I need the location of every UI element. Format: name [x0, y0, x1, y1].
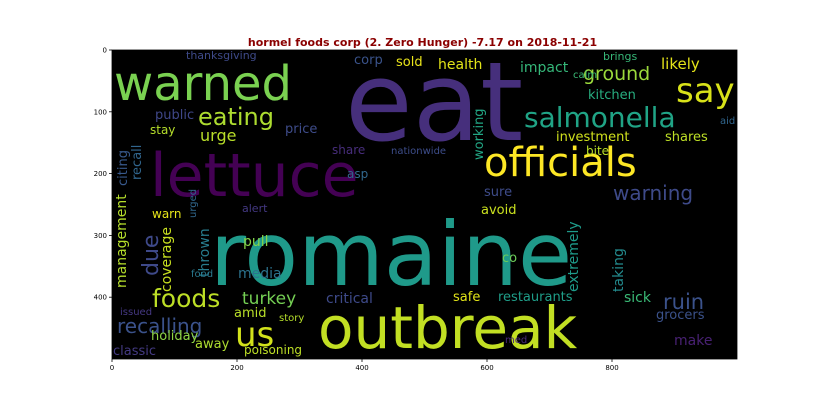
- y-axis: 0 100 200 300 400: [94, 47, 112, 302]
- word-working: working: [472, 108, 487, 160]
- x-tick-label: 0: [110, 364, 114, 372]
- word-safe: safe: [453, 290, 480, 305]
- word-away: away: [195, 337, 230, 352]
- y-tick-label: 0: [103, 47, 107, 55]
- word-price: price: [285, 122, 317, 137]
- word-due: due: [139, 235, 164, 276]
- word-ruin: ruin: [663, 290, 704, 314]
- figure-title: hormel foods corp (2. Zero Hunger) -7.17…: [248, 36, 597, 49]
- x-axis: 0 200 400 600 800: [110, 359, 619, 372]
- word-outbreak: outbreak: [318, 294, 578, 362]
- word-health: health: [438, 57, 482, 73]
- word-med: med: [505, 335, 527, 346]
- word-extremely: extremely: [566, 221, 582, 292]
- word-asp: asp: [347, 167, 368, 181]
- y-tick-label: 300: [94, 232, 107, 240]
- word-salmonella: salmonella: [524, 101, 676, 134]
- word-aid: aid: [720, 116, 735, 127]
- word-ground: ground: [583, 63, 650, 85]
- word-shares: shares: [665, 130, 708, 145]
- word-officials: officials: [484, 140, 637, 186]
- word-poisoning: poisoning: [244, 343, 302, 357]
- word-co: co: [502, 251, 517, 266]
- word-eating: eating: [198, 103, 274, 131]
- word-taking: taking: [611, 248, 627, 292]
- word-calm: calm: [573, 70, 597, 81]
- word-food: food: [191, 269, 213, 280]
- word-stay: stay: [150, 123, 175, 137]
- word-alert: alert: [242, 202, 268, 215]
- word-lettuce: lettuce: [150, 141, 359, 211]
- word-grocers: grocers: [656, 308, 705, 323]
- word-holiday: holiday: [151, 329, 199, 344]
- word-romaine: romaine: [210, 203, 572, 306]
- word-amid: amid: [234, 306, 267, 321]
- y-tick-label: 100: [94, 108, 107, 116]
- word-warning: warning: [613, 181, 693, 205]
- word-likely: likely: [661, 55, 700, 73]
- word-kitchen: kitchen: [588, 88, 636, 103]
- word-classic: classic: [113, 344, 156, 359]
- word-critical: critical: [326, 291, 373, 307]
- word-urge: urge: [200, 126, 236, 145]
- word-public: public: [155, 108, 194, 123]
- x-tick-label: 400: [355, 364, 368, 372]
- word-cloud-background: [112, 50, 737, 359]
- word-thrown: thrown: [197, 228, 213, 277]
- word-nationwide: nationwide: [391, 146, 446, 157]
- word-make: make: [674, 333, 712, 349]
- word-warned: warned: [114, 56, 292, 112]
- word-sick: sick: [624, 290, 652, 306]
- word-eat: eat: [345, 38, 523, 166]
- x-tick-label: 600: [480, 364, 493, 372]
- word-share: share: [332, 143, 365, 157]
- word-recall: recall: [130, 145, 145, 180]
- word-citing: citing: [116, 150, 131, 186]
- word-say: say: [676, 71, 735, 111]
- word-impact: impact: [520, 60, 569, 76]
- word-urged: urged: [188, 189, 199, 218]
- word-turkey: turkey: [242, 289, 296, 309]
- word-issued: issued: [120, 307, 152, 318]
- word-investment: investment: [556, 130, 629, 145]
- y-tick-label: 200: [94, 170, 107, 178]
- plot-frame: [111, 49, 738, 360]
- word-story: story: [279, 313, 304, 324]
- word-warn: warn: [152, 207, 182, 221]
- word-media: media: [238, 266, 282, 282]
- word-sold: sold: [396, 55, 423, 70]
- word-restaurants: restaurants: [498, 290, 573, 305]
- word-coverage: coverage: [159, 227, 175, 292]
- word-thanksgiving: thanksgiving: [186, 49, 257, 62]
- word-recalling: recalling: [117, 314, 202, 338]
- word-pull: pull: [243, 234, 269, 250]
- x-tick-label: 200: [230, 364, 243, 372]
- x-tick-label: 800: [605, 364, 618, 372]
- word-brings: brings: [603, 50, 638, 63]
- word-us: us: [235, 315, 274, 355]
- word-sure: sure: [484, 185, 512, 200]
- word-avoid: avoid: [481, 203, 516, 218]
- y-tick-label: 400: [94, 294, 107, 302]
- word-management: management: [114, 194, 130, 288]
- word-foods: foods: [152, 284, 220, 313]
- word-corp: corp: [354, 53, 383, 68]
- word-bite: bite: [586, 144, 609, 158]
